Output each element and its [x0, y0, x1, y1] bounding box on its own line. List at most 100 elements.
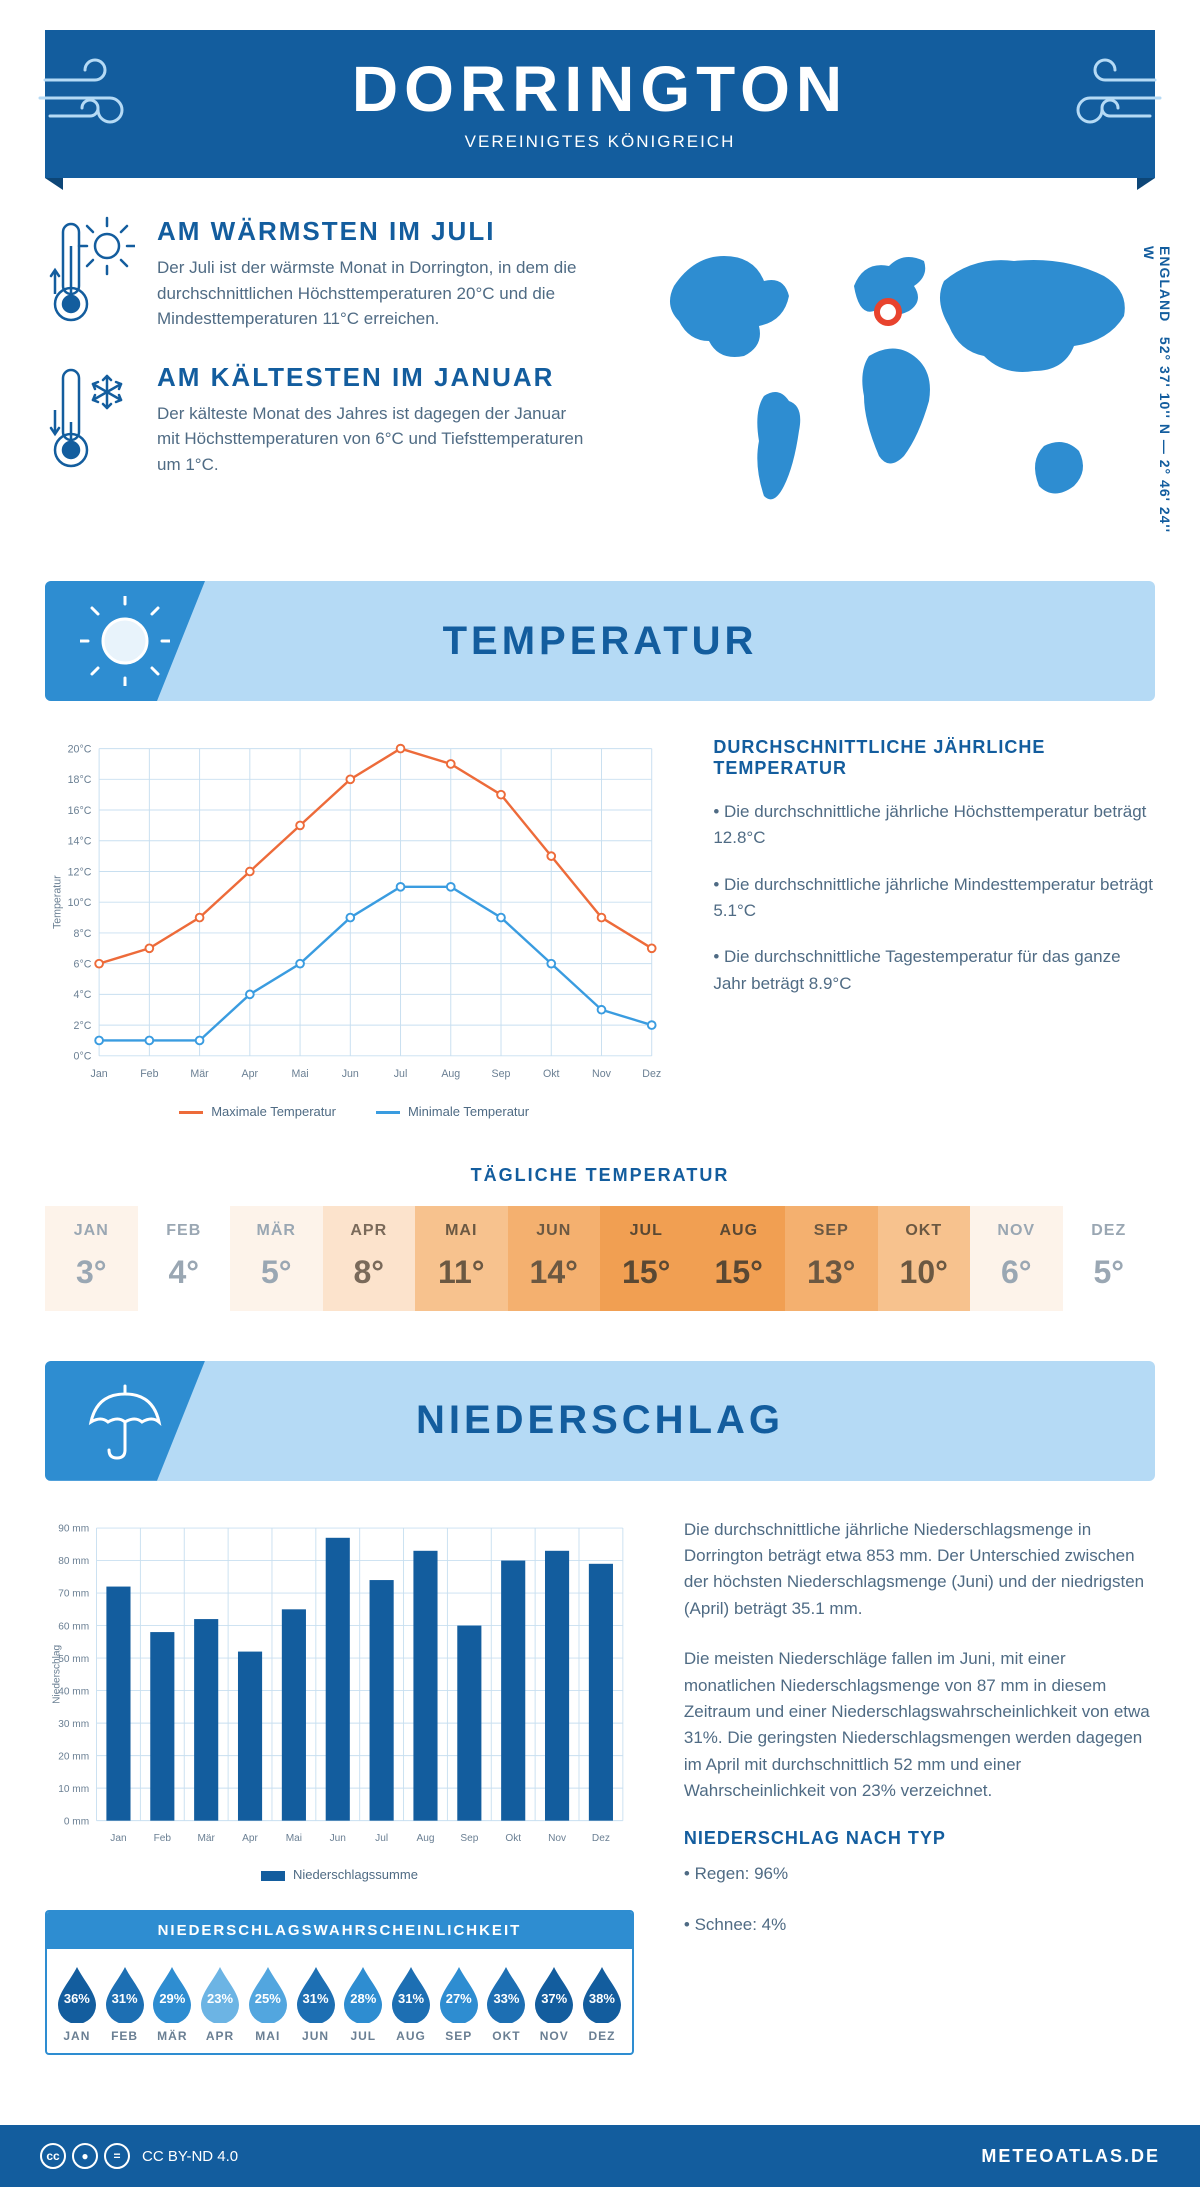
svg-text:Feb: Feb	[154, 1833, 172, 1844]
svg-text:70 mm: 70 mm	[58, 1589, 89, 1600]
fact-warm-text: Der Juli ist der wärmste Monat in Dorrin…	[157, 255, 587, 332]
prob-cell: 36%JAN	[53, 1963, 101, 2043]
nd-icon: =	[104, 2143, 130, 2169]
svg-text:10°C: 10°C	[68, 897, 92, 909]
prob-cell: 29%MÄR	[148, 1963, 196, 2043]
temp-bullet: • Die durchschnittliche jährliche Mindes…	[713, 872, 1155, 925]
cc-icons: cc ● =	[40, 2143, 130, 2169]
svg-text:Nov: Nov	[548, 1833, 567, 1844]
svg-text:Dez: Dez	[592, 1833, 610, 1844]
svg-text:Nov: Nov	[592, 1068, 612, 1080]
svg-text:Okt: Okt	[505, 1833, 521, 1844]
page-subtitle: VEREINIGTES KÖNIGREICH	[45, 132, 1155, 152]
svg-text:Apr: Apr	[242, 1833, 258, 1844]
svg-text:Aug: Aug	[416, 1833, 434, 1844]
footer: cc ● = CC BY-ND 4.0 METEOATLAS.DE	[0, 2125, 1200, 2187]
svg-text:30 mm: 30 mm	[58, 1719, 89, 1730]
temp-bullet: • Die durchschnittliche Tagestemperatur …	[713, 944, 1155, 997]
precip-type-bullet: • Schnee: 4%	[684, 1912, 1155, 1938]
svg-text:Temperatur: Temperatur	[51, 875, 63, 929]
section-precip-title: NIEDERSCHLAG	[416, 1398, 784, 1443]
svg-text:Sep: Sep	[460, 1833, 478, 1844]
prob-cell: 38%DEZ	[578, 1963, 626, 2043]
svg-text:Feb: Feb	[140, 1068, 158, 1080]
by-icon: ●	[72, 2143, 98, 2169]
precip-paragraph: Die durchschnittliche jährliche Niedersc…	[684, 1517, 1155, 1622]
svg-text:90 mm: 90 mm	[58, 1524, 89, 1535]
license-text: CC BY-ND 4.0	[142, 2148, 238, 2165]
page-title: DORRINGTON	[45, 52, 1155, 126]
svg-text:Mär: Mär	[197, 1833, 215, 1844]
daily-temp-title: TÄGLICHE TEMPERATUR	[45, 1165, 1155, 1186]
svg-text:20°C: 20°C	[68, 743, 92, 755]
svg-text:Apr: Apr	[242, 1068, 259, 1080]
svg-text:18°C: 18°C	[68, 774, 92, 786]
prob-cell: 27%SEP	[435, 1963, 483, 2043]
world-map	[633, 216, 1155, 536]
daily-cell: JUN14°	[508, 1206, 601, 1311]
svg-text:0 mm: 0 mm	[64, 1816, 89, 1827]
temp-side-heading: DURCHSCHNITTLICHE JÄHRLICHE TEMPERATUR	[713, 737, 1155, 779]
prob-cell: 28%JUL	[339, 1963, 387, 2043]
daily-cell: AUG15°	[693, 1206, 786, 1311]
svg-text:Jul: Jul	[375, 1833, 388, 1844]
svg-text:2°C: 2°C	[74, 1020, 92, 1032]
section-temperature-title: TEMPERATUR	[443, 619, 758, 664]
svg-text:Mai: Mai	[286, 1833, 302, 1844]
cc-icon: cc	[40, 2143, 66, 2169]
title-banner: DORRINGTON VEREINIGTES KÖNIGREICH	[45, 30, 1155, 178]
svg-text:Jun: Jun	[330, 1833, 346, 1844]
temperature-legend: Maximale Temperatur Minimale Temperatur	[45, 1104, 663, 1119]
sun-icon	[80, 596, 170, 686]
daily-temp-grid: JAN3°FEB4°MÄR5°APR8°MAI11°JUN14°JUL15°AU…	[45, 1206, 1155, 1311]
temperature-line-chart: 0°C2°C4°C6°C8°C10°C12°C14°C16°C18°C20°CJ…	[45, 737, 663, 1119]
fact-cold-text: Der kälteste Monat des Jahres ist dagege…	[157, 401, 587, 478]
daily-cell: MAI11°	[415, 1206, 508, 1311]
svg-text:Mär: Mär	[190, 1068, 209, 1080]
umbrella-icon	[80, 1376, 170, 1466]
svg-text:12°C: 12°C	[68, 866, 92, 878]
prob-cell: 25%MAI	[244, 1963, 292, 2043]
daily-cell: JAN3°	[45, 1206, 138, 1311]
svg-text:Dez: Dez	[642, 1068, 661, 1080]
svg-text:60 mm: 60 mm	[58, 1621, 89, 1632]
svg-text:10 mm: 10 mm	[58, 1784, 89, 1795]
svg-text:8°C: 8°C	[74, 928, 92, 940]
svg-text:Jan: Jan	[110, 1833, 126, 1844]
svg-text:80 mm: 80 mm	[58, 1556, 89, 1567]
svg-text:20 mm: 20 mm	[58, 1751, 89, 1762]
daily-cell: APR8°	[323, 1206, 416, 1311]
fact-warm-title: AM WÄRMSTEN IM JULI	[157, 216, 587, 247]
prob-cell: 23%APR	[196, 1963, 244, 2043]
wind-icon	[1055, 50, 1165, 140]
svg-text:Jun: Jun	[342, 1068, 359, 1080]
prob-title: NIEDERSCHLAGSWAHRSCHEINLICHKEIT	[47, 1912, 632, 1949]
svg-text:Okt: Okt	[543, 1068, 560, 1080]
section-precip-header: NIEDERSCHLAG	[45, 1361, 1155, 1481]
svg-text:14°C: 14°C	[68, 836, 92, 848]
thermometer-sun-icon	[45, 216, 135, 326]
coordinates: ENGLAND 52° 37' 10'' N — 2° 46' 24'' W	[1141, 246, 1173, 541]
precip-probability-box: NIEDERSCHLAGSWAHRSCHEINLICHKEIT 36%JAN31…	[45, 1910, 634, 2055]
svg-text:4°C: 4°C	[74, 989, 92, 1001]
site-name: METEOATLAS.DE	[981, 2146, 1160, 2167]
svg-text:Jul: Jul	[394, 1068, 408, 1080]
wind-icon	[35, 50, 145, 140]
precip-type-bullet: • Regen: 96%	[684, 1861, 1155, 1887]
svg-text:Sep: Sep	[492, 1068, 511, 1080]
daily-cell: OKT10°	[878, 1206, 971, 1311]
svg-text:6°C: 6°C	[74, 959, 92, 971]
daily-cell: SEP13°	[785, 1206, 878, 1311]
fact-warmest: AM WÄRMSTEN IM JULI Der Juli ist der wär…	[45, 216, 593, 332]
prob-cell: 31%JUN	[292, 1963, 340, 2043]
thermometer-snow-icon	[45, 362, 135, 472]
daily-cell: FEB4°	[138, 1206, 231, 1311]
fact-coldest: AM KÄLTESTEN IM JANUAR Der kälteste Mona…	[45, 362, 593, 478]
precip-bar-chart: 0 mm10 mm20 mm30 mm40 mm50 mm60 mm70 mm8…	[45, 1517, 634, 1882]
fact-cold-title: AM KÄLTESTEN IM JANUAR	[157, 362, 587, 393]
prob-cell: 31%AUG	[387, 1963, 435, 2043]
prob-cell: 31%FEB	[101, 1963, 149, 2043]
daily-cell: JUL15°	[600, 1206, 693, 1311]
svg-text:Aug: Aug	[441, 1068, 460, 1080]
svg-text:Mai: Mai	[292, 1068, 309, 1080]
